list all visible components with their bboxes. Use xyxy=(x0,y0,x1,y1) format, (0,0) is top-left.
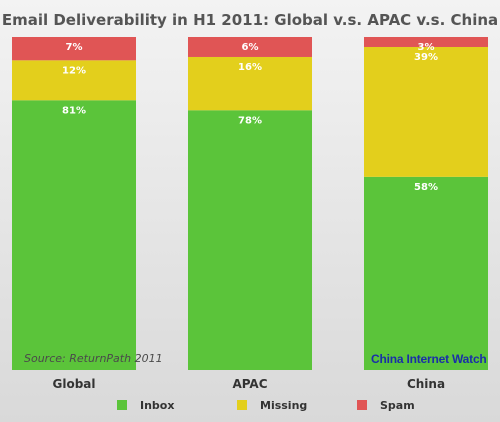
source-note: Source: ReturnPath 2011 xyxy=(24,352,163,365)
data-label-inbox-apac: 78% xyxy=(238,115,262,126)
bar-spam-china xyxy=(364,37,488,47)
data-label-missing-apac: 16% xyxy=(238,62,262,73)
category-label-apac: APAC xyxy=(232,377,267,391)
data-label-spam-china: 3% xyxy=(418,42,435,53)
data-label-spam-global: 7% xyxy=(66,42,83,53)
legend-label-inbox: Inbox xyxy=(140,399,174,412)
legend-swatch-inbox xyxy=(117,400,127,410)
bar-inbox-global xyxy=(12,100,136,371)
bars-group: 81% 12% 7% 78% 16% 6% 58% 39%3% xyxy=(12,37,488,371)
bar-missing-global xyxy=(12,60,136,101)
bar-inbox-apac xyxy=(188,110,312,370)
category-label-china: China xyxy=(407,377,445,391)
legend-swatch-missing xyxy=(237,400,247,410)
bar-missing-apac xyxy=(188,56,312,111)
legend-label-missing: Missing xyxy=(260,399,307,412)
category-labels: Global APAC China xyxy=(52,377,445,391)
chart-title: Email Deliverability in H1 2011: Global … xyxy=(2,11,498,29)
data-label-inbox-global: 81% xyxy=(62,105,86,116)
data-label-spam-apac: 6% xyxy=(242,42,259,53)
watermark: China Internet Watch xyxy=(371,352,487,366)
data-label-missing-china: 39% xyxy=(414,52,438,63)
bar-missing-china xyxy=(364,46,488,177)
data-label-missing-global: 12% xyxy=(62,65,86,76)
bar-spam-global xyxy=(12,37,136,61)
legend: Inbox Missing Spam xyxy=(117,399,415,412)
legend-label-spam: Spam xyxy=(380,399,415,412)
bar-inbox-china xyxy=(364,176,488,370)
data-label-inbox-china: 58% xyxy=(414,182,438,193)
category-label-global: Global xyxy=(52,377,95,391)
bar-spam-apac xyxy=(188,37,312,57)
legend-swatch-spam xyxy=(357,400,367,410)
